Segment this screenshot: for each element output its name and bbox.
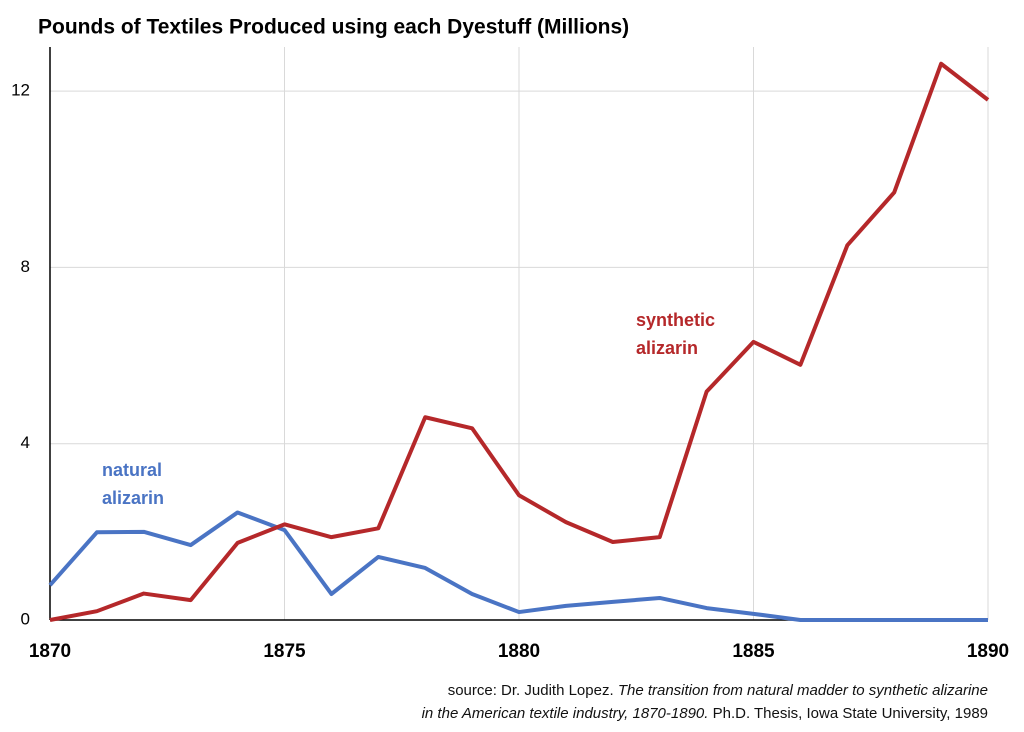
y-tick-label: 4: [21, 433, 30, 452]
chart-title: Pounds of Textiles Produced using each D…: [38, 16, 629, 39]
x-tick-label: 1885: [732, 641, 775, 662]
y-tick-label: 12: [11, 81, 30, 100]
y-tick-label: 0: [21, 609, 30, 628]
x-tick-label: 1880: [498, 641, 540, 662]
y-tick-label: 8: [21, 257, 30, 276]
source-publication: Ph.D. Thesis, Iowa State University, 198…: [712, 705, 988, 722]
x-tick-label: 1890: [967, 641, 1009, 662]
x-tick-label: 1875: [263, 641, 306, 662]
series-label: synthetic alizarin: [636, 310, 716, 358]
series-line: [49, 61, 990, 622]
x-tick-label: 1870: [29, 641, 71, 662]
source-title: The transition from natural madder to sy…: [617, 682, 988, 699]
source-author: source: Dr. Judith Lopez.: [447, 682, 614, 699]
source-title: in the American textile industry, 1870-1…: [421, 705, 709, 722]
source-note: source: Dr. Judith Lopez. The transition…: [288, 679, 988, 725]
series-line: [48, 510, 988, 622]
series-label: natural alizarin: [102, 460, 165, 508]
